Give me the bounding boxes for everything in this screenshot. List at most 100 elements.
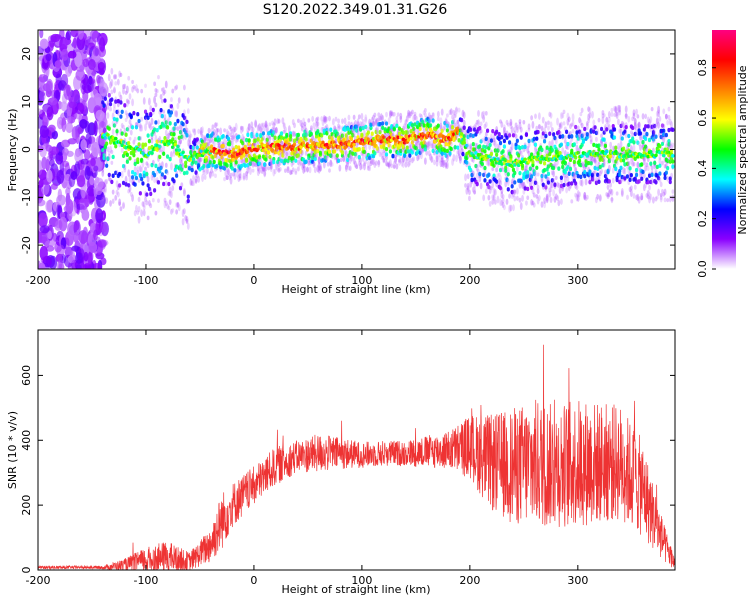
- spectral-cell: [247, 141, 251, 147]
- spectral-cell: [206, 133, 210, 138]
- spectral-cell: [166, 170, 169, 176]
- spectral-cell: [591, 111, 594, 119]
- spectral-cell: [390, 163, 394, 169]
- spectral-cell: [316, 121, 320, 127]
- spectral-cell: [160, 161, 164, 169]
- spectral-cell: [306, 166, 309, 173]
- spectral-cell: [179, 137, 182, 145]
- spectral-cell: [233, 126, 237, 133]
- spectral-cell: [160, 113, 164, 119]
- spectral-cell: [283, 158, 288, 163]
- spectral-cell: [562, 121, 566, 126]
- spectral-cell: [618, 105, 622, 113]
- spectral-cell: [149, 203, 153, 209]
- spectral-cell: [642, 173, 646, 179]
- spectral-cell: [140, 88, 144, 94]
- spectral-cell: [146, 175, 150, 183]
- spectral-cell: [194, 174, 198, 183]
- spectral-cell: [140, 124, 144, 132]
- spectral-cell: [280, 141, 283, 146]
- spectral-cell: [172, 151, 176, 157]
- spectral-cell: [363, 130, 366, 137]
- spectral-cell: [114, 99, 118, 104]
- spectral-cell: [148, 97, 151, 106]
- spectral-cell: [264, 121, 268, 127]
- spectral-cell: [631, 125, 635, 131]
- spectral-cell: [658, 115, 662, 122]
- spectral-cell: [304, 137, 308, 142]
- spectral-cell: [304, 150, 308, 156]
- spectral-cell: [493, 140, 497, 149]
- spectral-cell: [232, 126, 236, 135]
- spectral-cell: [172, 146, 176, 154]
- spectral-cell: [279, 135, 284, 140]
- spectral-cell: [148, 199, 151, 207]
- spectral-cell: [205, 168, 208, 176]
- spectral-cell: [269, 164, 273, 170]
- spectral-cell: [175, 110, 179, 118]
- spectral-cell: [197, 157, 201, 164]
- spectral-cell: [170, 151, 173, 158]
- spectral-cell: [256, 168, 260, 177]
- spectral-cell: [65, 30, 72, 41]
- spectral-cell: [666, 119, 670, 126]
- spectral-cell: [244, 137, 249, 143]
- spectral-cell: [237, 174, 241, 183]
- spectral-cell: [136, 88, 140, 94]
- spectral-cell: [172, 126, 176, 131]
- spectral-cell: [239, 155, 244, 160]
- spectral-cell: [286, 166, 290, 174]
- spectral-cell: [80, 139, 88, 151]
- spectral-cell: [195, 137, 199, 142]
- spectral-cell: [318, 150, 323, 156]
- spectral-cell: [247, 123, 251, 131]
- spectral-cell: [136, 210, 140, 215]
- spectral-cell: [133, 136, 137, 142]
- spectral-cell: [299, 149, 303, 154]
- spectral-cell: [566, 141, 570, 147]
- spectral-cell: [38, 145, 44, 153]
- spectral-cell: [93, 165, 99, 172]
- spectral-cell: [602, 113, 606, 118]
- spectral-cell: [281, 117, 285, 125]
- spectral-cell: [130, 147, 135, 151]
- spectral-cell: [142, 97, 146, 105]
- spectral-cell: [534, 113, 537, 119]
- spectral-cell: [101, 169, 105, 177]
- spectral-cell: [128, 93, 132, 100]
- spectral-cell: [181, 150, 185, 155]
- spectral-cell: [570, 199, 574, 204]
- spectral-cell: [167, 181, 171, 187]
- spectral-cell: [119, 206, 123, 212]
- spectral-cell: [247, 123, 251, 131]
- spectrogram-y-axis-title: Frequency (Hz): [6, 109, 19, 192]
- spectral-cell: [462, 125, 466, 130]
- spectral-cell: [671, 142, 675, 148]
- spectral-cell: [127, 99, 131, 105]
- spectral-cell: [527, 150, 531, 157]
- spectral-cell: [545, 193, 549, 201]
- spectral-cell: [110, 67, 114, 75]
- spectral-cell: [325, 155, 329, 161]
- spectral-cell: [156, 180, 161, 185]
- y-tick-label: 400: [20, 430, 33, 451]
- spectral-cell: [113, 102, 116, 108]
- spectral-cell: [194, 170, 198, 175]
- spectral-cell: [215, 127, 219, 136]
- spectral-cell: [329, 144, 333, 149]
- spectral-cell: [610, 189, 614, 196]
- spectral-cell: [663, 188, 667, 196]
- spectral-cell: [546, 171, 551, 177]
- spectral-cell: [633, 117, 637, 126]
- spectral-cell: [91, 30, 101, 43]
- spectral-cell: [504, 168, 508, 173]
- spectral-cell: [232, 172, 236, 177]
- spectral-cell: [214, 173, 217, 179]
- spectral-cell: [623, 167, 627, 175]
- spectral-cell: [408, 160, 412, 166]
- spectral-cell: [87, 250, 93, 267]
- spectral-cell: [119, 114, 123, 119]
- spectral-cell: [425, 150, 429, 156]
- spectral-cell: [298, 155, 302, 162]
